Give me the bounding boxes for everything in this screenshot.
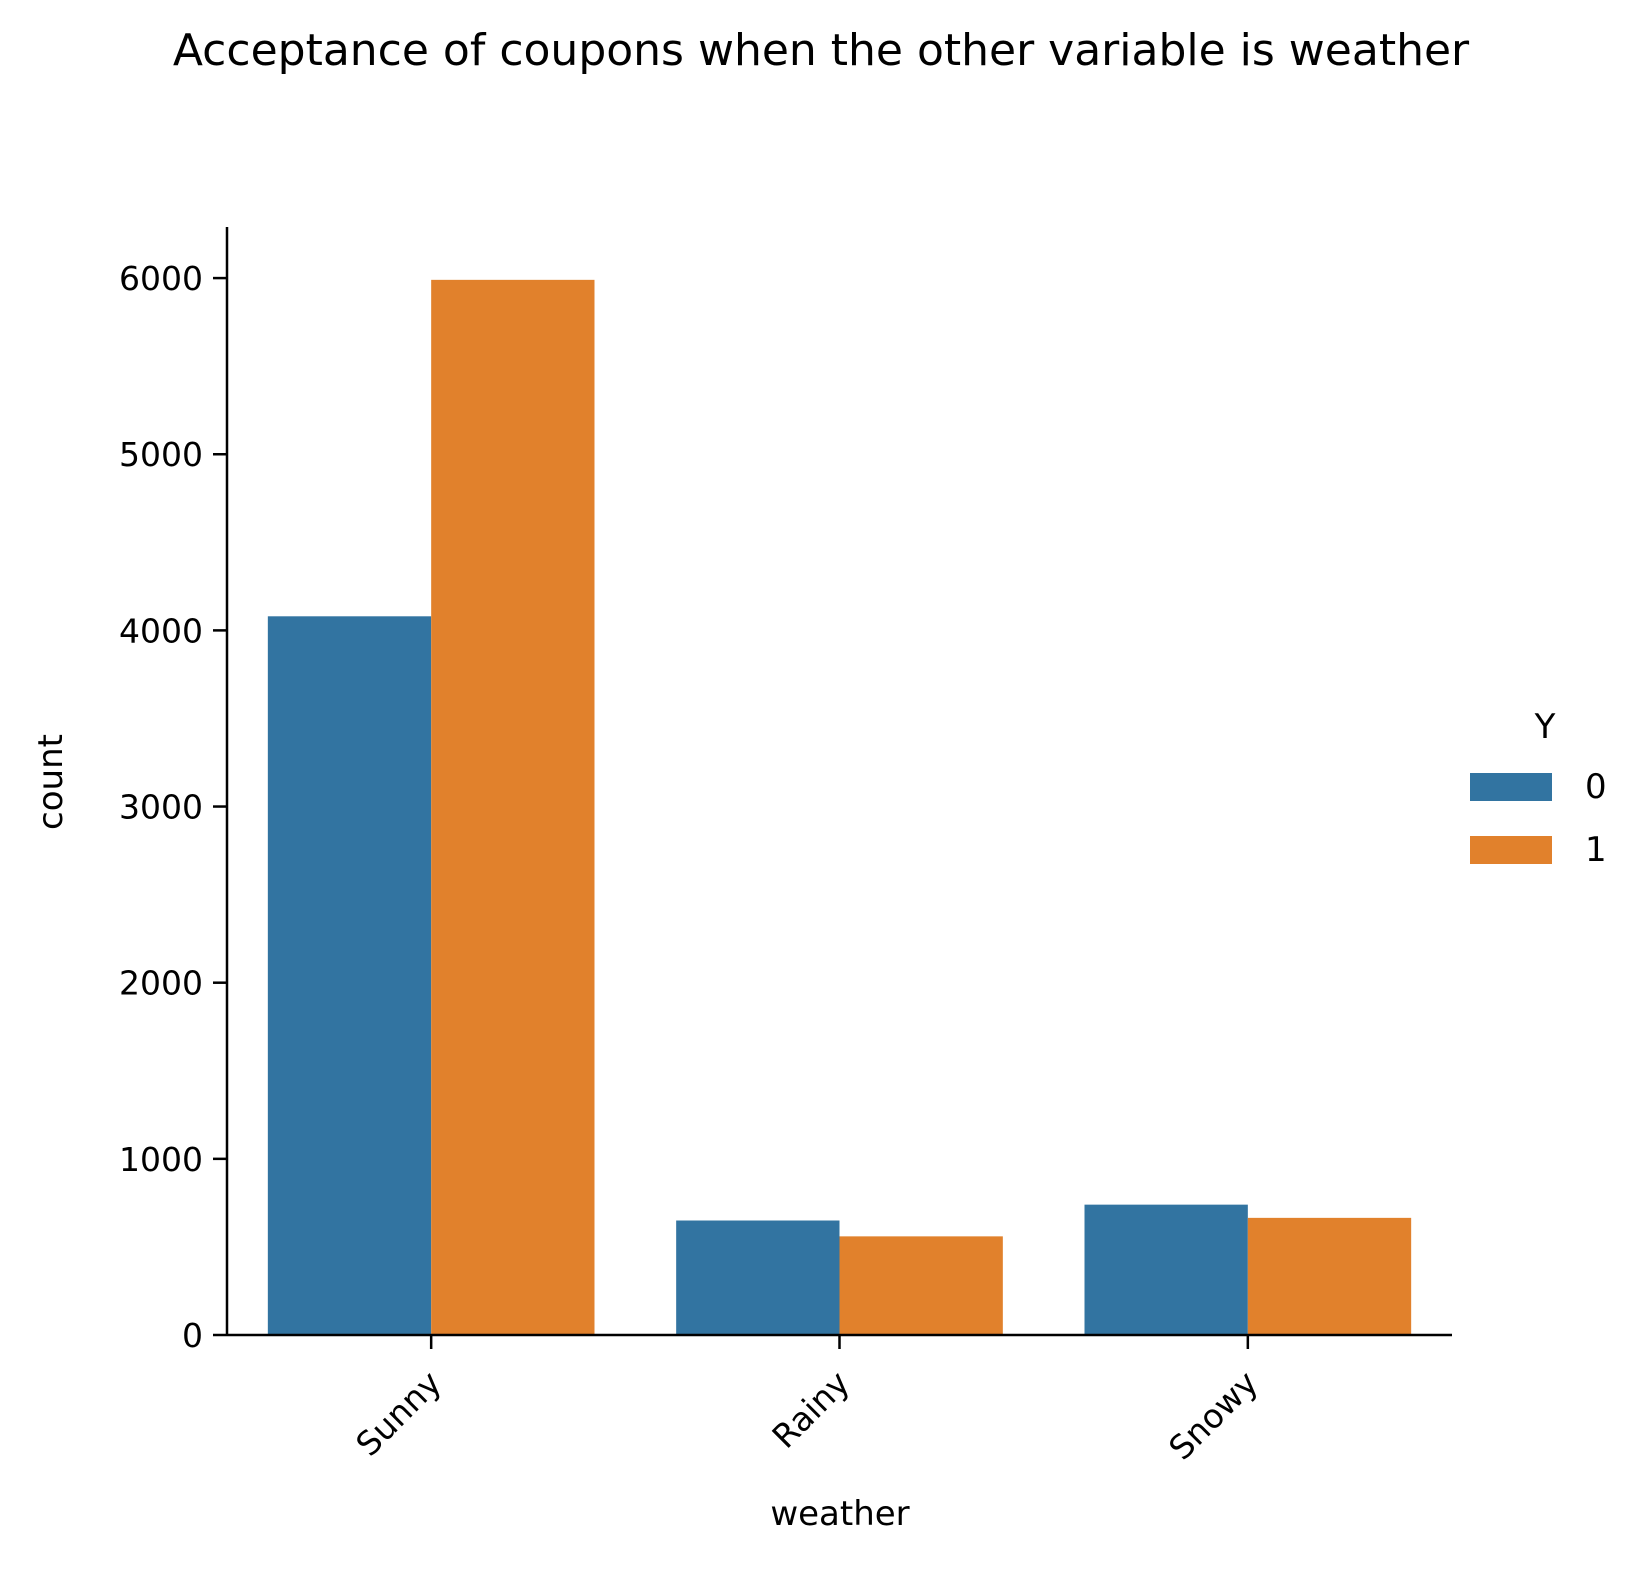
- bar-sunny-series-0: [267, 616, 432, 1335]
- bar-rainy-series-0: [676, 1220, 840, 1335]
- legend-title: Y: [1534, 707, 1556, 747]
- legend: Y 0 1: [1470, 707, 1607, 870]
- y-tick-label: 3000: [119, 788, 203, 827]
- x-tick-label-snowy: Snowy: [1161, 1363, 1265, 1467]
- y-tick-label: 6000: [119, 259, 203, 298]
- legend-swatch-1: [1470, 836, 1552, 864]
- y-tick-label: 4000: [119, 611, 203, 650]
- y-tick-label: 5000: [119, 435, 203, 474]
- x-axis-label: weather: [770, 1494, 909, 1534]
- legend-label-1: 1: [1585, 830, 1607, 870]
- y-tick-label: 0: [182, 1316, 203, 1355]
- y-axis: 0 1000 2000 3000 4000 5000 6000: [119, 227, 229, 1355]
- y-axis-label: count: [31, 734, 71, 830]
- y-tick-label: 1000: [119, 1140, 203, 1179]
- x-tick-label-rainy: Rainy: [764, 1363, 857, 1456]
- x-axis: Sunny Rainy Snowy: [227, 1333, 1452, 1467]
- y-tick-label: 2000: [119, 964, 203, 1003]
- bar-snowy-series-1: [1247, 1217, 1412, 1335]
- bar-snowy-series-0: [1084, 1204, 1248, 1335]
- legend-swatch-0: [1470, 773, 1552, 801]
- bar-sunny-series-1: [431, 279, 595, 1335]
- bar-rainy-series-1: [839, 1236, 1003, 1335]
- bars-layer: [267, 279, 1412, 1335]
- x-tick-label-sunny: Sunny: [348, 1363, 449, 1464]
- chart-title: Acceptance of coupons when the other var…: [173, 25, 1470, 76]
- legend-label-0: 0: [1585, 767, 1607, 807]
